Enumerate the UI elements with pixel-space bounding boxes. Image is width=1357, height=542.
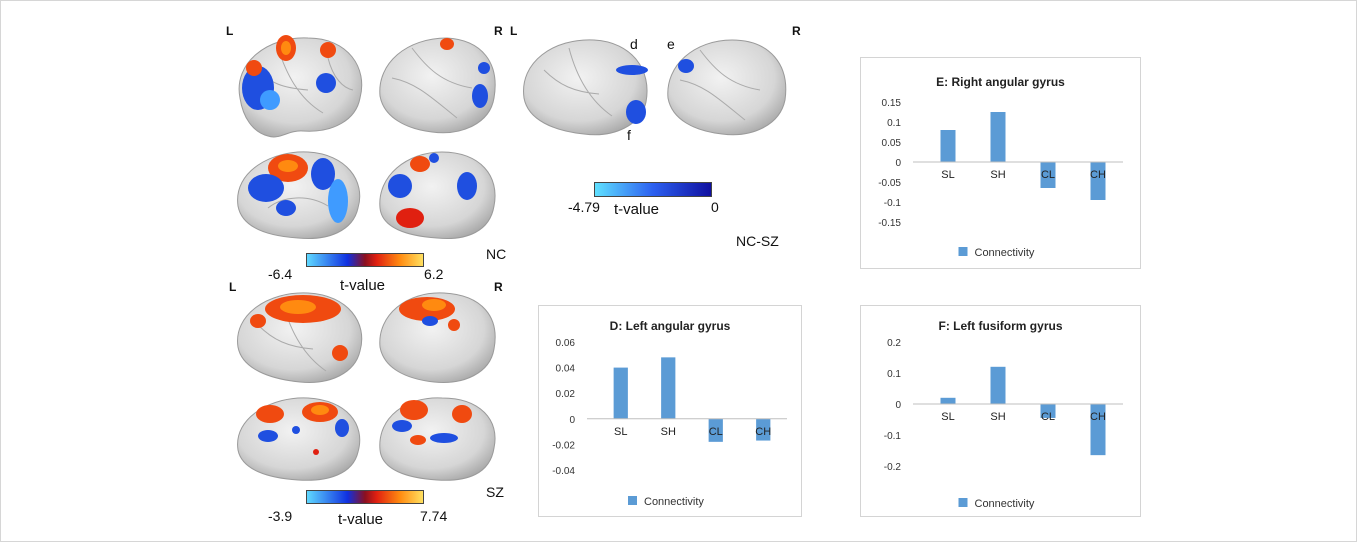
sz-medial-right-brain bbox=[379, 397, 496, 481]
ncsz-colorbar bbox=[594, 182, 712, 197]
sz-group-label: SZ bbox=[486, 484, 504, 500]
chart-e-legend-swatch bbox=[958, 247, 968, 256]
chart-d-bar-ch bbox=[756, 418, 771, 441]
chart-e-category-label: SH bbox=[990, 169, 1005, 181]
chart-e-title: E: Right angular gyrus bbox=[936, 75, 1065, 89]
ncsz-colorbar-label: t-value bbox=[614, 201, 660, 218]
chart-f-legend-swatch bbox=[958, 498, 968, 507]
chart-f-category-label: SH bbox=[990, 411, 1005, 423]
chart-d-category-label: CL bbox=[709, 426, 723, 438]
chart-e-category-label: CH bbox=[1090, 169, 1106, 181]
nc-colorbar-min: -6.4 bbox=[268, 266, 293, 282]
chart-d-ytick-label: -0.02 bbox=[552, 440, 575, 451]
nc-medial-right-brain bbox=[379, 151, 496, 240]
chart-e-category-label: CL bbox=[1041, 169, 1055, 181]
chart-d-bar-sh bbox=[661, 357, 676, 419]
sz-colorbar bbox=[306, 490, 424, 504]
sz-colorbar-min: -3.9 bbox=[268, 508, 293, 524]
ncsz-group-label: NC-SZ bbox=[736, 233, 779, 249]
chart-d-category-label: CH bbox=[755, 426, 771, 438]
chart-e-bar-ch bbox=[1090, 162, 1106, 200]
chart-d-category-label: SH bbox=[661, 426, 676, 438]
chart-e-legend-label: Connectivity bbox=[975, 247, 1035, 259]
sz-colorbar-max: 7.74 bbox=[420, 508, 448, 524]
ncsz-left-label: L bbox=[510, 24, 518, 38]
ncsz-colorbar-max: 0 bbox=[711, 199, 719, 215]
nc-lateral-right-brain bbox=[379, 37, 496, 134]
chart-e-ytick-label: 0.15 bbox=[882, 98, 902, 109]
nc-lateral-left-brain bbox=[238, 35, 363, 138]
chart-f-category-label: CL bbox=[1041, 411, 1055, 423]
chart-f-ytick-label: 0.2 bbox=[887, 338, 901, 349]
sz-medial-left-brain bbox=[237, 397, 361, 481]
chart-f-ytick-label: 0 bbox=[895, 400, 901, 411]
chart-d-ytick-label: 0.02 bbox=[556, 389, 576, 400]
chart-f-category-label: CH bbox=[1090, 411, 1106, 423]
nc-medial-left-brain bbox=[237, 151, 361, 240]
chart-e-ytick-label: -0.1 bbox=[884, 198, 902, 209]
chart-f-bar-sl bbox=[940, 397, 956, 404]
chart-f-bar-ch bbox=[1090, 404, 1106, 456]
ncsz-colorbar-min: -4.79 bbox=[568, 199, 600, 215]
chart-f-title: F: Left fusiform gyrus bbox=[938, 319, 1062, 333]
chart-e-bar-cl bbox=[1040, 162, 1056, 188]
chart-e-ytick-label: 0.1 bbox=[887, 118, 901, 129]
sz-lateral-right-brain bbox=[379, 292, 496, 383]
chart-d-legend-swatch bbox=[628, 496, 637, 505]
chart-e-ytick-label: 0.05 bbox=[882, 138, 902, 149]
ncsz-right-label: R bbox=[792, 24, 801, 38]
sz-left-label: L bbox=[229, 280, 237, 294]
chart-left-fusiform-gyrus: F: Left fusiform gyrus 0.2 0.1 0 -0.1 -0.2 SL S… bbox=[860, 305, 1141, 517]
chart-f-legend-label: Connectivity bbox=[975, 498, 1035, 510]
chart-e-ytick-label: 0 bbox=[895, 158, 901, 169]
chart-e-ytick-label: -0.05 bbox=[878, 178, 901, 189]
nc-colorbar-label: t-value bbox=[340, 277, 386, 294]
chart-d-category-label: SL bbox=[614, 426, 627, 438]
nc-group-label: NC bbox=[486, 246, 507, 262]
nc-colorbar bbox=[306, 253, 424, 267]
chart-f-bar-cl bbox=[1040, 404, 1056, 418]
chart-f-ytick-label: 0.1 bbox=[887, 369, 901, 380]
chart-f-bar-sh bbox=[990, 366, 1006, 404]
ncsz-left-brain bbox=[523, 39, 648, 136]
ncsz-region-label-e: e bbox=[667, 36, 675, 52]
chart-d-legend-label: Connectivity bbox=[644, 496, 704, 508]
chart-d-bar-sl bbox=[613, 367, 628, 419]
chart-d-title: D: Left angular gyrus bbox=[610, 319, 731, 333]
nc-colorbar-max: 6.2 bbox=[424, 266, 444, 282]
ncsz-region-label-d: d bbox=[630, 36, 638, 52]
nc-right-label: R bbox=[494, 24, 503, 38]
sz-colorbar-label: t-value bbox=[338, 511, 384, 528]
chart-d-bar-cl bbox=[708, 418, 723, 442]
chart-f-ytick-label: -0.1 bbox=[884, 431, 902, 442]
chart-d-ytick-label: 0.04 bbox=[556, 364, 576, 375]
chart-d-ytick-label: -0.04 bbox=[552, 466, 575, 477]
chart-e-category-label: SL bbox=[941, 169, 954, 181]
nc-left-label: L bbox=[226, 24, 234, 38]
chart-d-ytick-label: 0.06 bbox=[556, 338, 576, 349]
chart-e-bar-sh bbox=[990, 112, 1006, 162]
sz-lateral-left-brain bbox=[237, 292, 363, 383]
chart-d-ytick-label: 0 bbox=[569, 415, 575, 426]
ncsz-region-label-f: f bbox=[627, 127, 631, 143]
chart-f-ytick-label: -0.2 bbox=[884, 462, 902, 473]
chart-e-ytick-label: -0.15 bbox=[878, 218, 901, 229]
chart-e-bar-sl bbox=[940, 130, 956, 162]
chart-right-angular-gyrus: E: Right angular gyrus 0.15 0.1 0.05 0 -0.05 -… bbox=[860, 57, 1141, 269]
chart-f-category-label: SL bbox=[941, 411, 954, 423]
ncsz-right-brain bbox=[667, 39, 787, 136]
chart-left-angular-gyrus: D: Left angular gyrus 0.06 0.04 0.02 0 -0.02 -… bbox=[538, 305, 802, 517]
sz-right-label: R bbox=[494, 280, 503, 294]
